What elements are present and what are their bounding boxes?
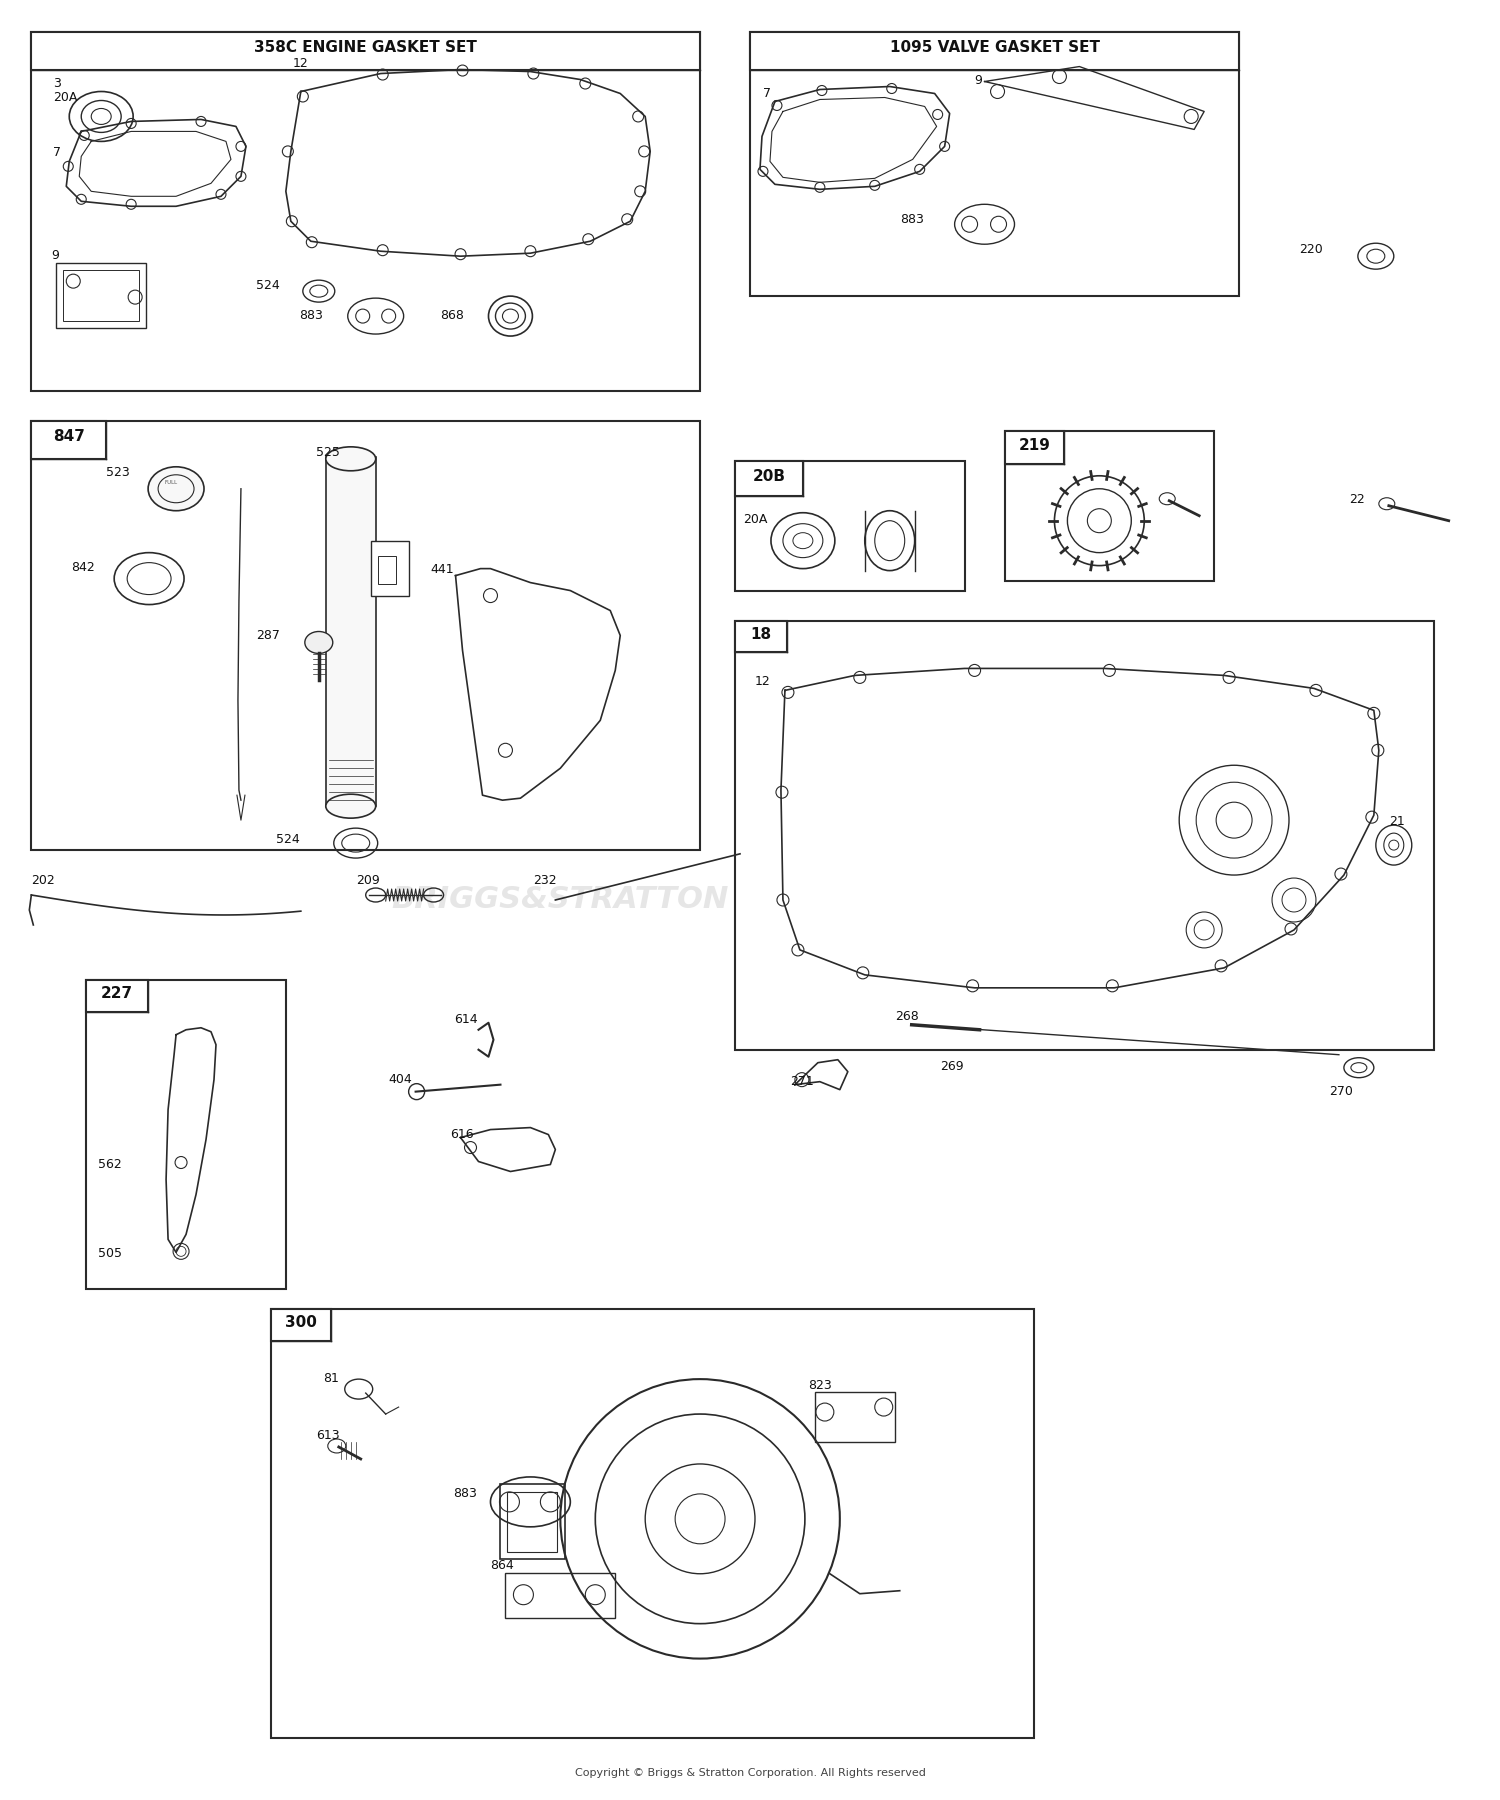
Bar bbox=[159, 477, 194, 495]
Ellipse shape bbox=[326, 446, 375, 472]
Text: 505: 505 bbox=[98, 1247, 122, 1260]
Text: 12: 12 bbox=[292, 56, 309, 70]
Text: 20A: 20A bbox=[742, 513, 768, 526]
Ellipse shape bbox=[148, 466, 204, 511]
Text: 614: 614 bbox=[454, 1013, 478, 1026]
Text: 3: 3 bbox=[54, 77, 62, 90]
Bar bbox=[815, 1391, 894, 1442]
Text: 209: 209 bbox=[356, 875, 380, 887]
Text: 300: 300 bbox=[285, 1316, 316, 1330]
Bar bbox=[507, 1492, 558, 1552]
Bar bbox=[86, 979, 286, 1289]
Text: 404: 404 bbox=[388, 1073, 412, 1085]
Text: 21: 21 bbox=[1389, 815, 1404, 828]
Bar bbox=[506, 1573, 615, 1618]
Text: 524: 524 bbox=[256, 279, 279, 292]
Bar bbox=[86, 979, 148, 1012]
Text: 524: 524 bbox=[276, 833, 300, 846]
Text: 613: 613 bbox=[316, 1429, 339, 1442]
Bar bbox=[378, 556, 396, 583]
Bar bbox=[57, 263, 146, 328]
Bar bbox=[32, 421, 700, 850]
Text: 12: 12 bbox=[754, 675, 771, 688]
Text: 271: 271 bbox=[790, 1075, 813, 1087]
Text: 883: 883 bbox=[453, 1487, 477, 1499]
Text: 202: 202 bbox=[32, 875, 56, 887]
Text: 232: 232 bbox=[534, 875, 556, 887]
Text: 523: 523 bbox=[106, 466, 130, 479]
Text: 220: 220 bbox=[1299, 243, 1323, 256]
Bar bbox=[735, 461, 964, 590]
Bar bbox=[735, 621, 1434, 1049]
Bar bbox=[750, 32, 1239, 297]
Bar bbox=[63, 270, 140, 320]
Text: 7: 7 bbox=[54, 146, 62, 160]
Text: 847: 847 bbox=[54, 428, 86, 445]
Ellipse shape bbox=[304, 632, 333, 653]
Text: BRIGGS&STRATTON: BRIGGS&STRATTON bbox=[392, 886, 729, 914]
Bar bbox=[1005, 430, 1214, 581]
Bar bbox=[370, 540, 408, 596]
Text: 868: 868 bbox=[441, 310, 465, 322]
Text: 358C ENGINE GASKET SET: 358C ENGINE GASKET SET bbox=[255, 40, 477, 54]
Text: 842: 842 bbox=[72, 560, 94, 574]
Text: 81: 81 bbox=[322, 1372, 339, 1386]
Bar bbox=[32, 32, 700, 70]
Text: 883: 883 bbox=[298, 310, 322, 322]
Bar bbox=[735, 461, 802, 495]
Text: 268: 268 bbox=[894, 1010, 918, 1022]
Text: 823: 823 bbox=[808, 1379, 831, 1391]
Bar bbox=[1005, 430, 1065, 464]
Bar bbox=[32, 421, 106, 459]
Text: 1095 VALVE GASKET SET: 1095 VALVE GASKET SET bbox=[890, 40, 1100, 54]
Text: 20B: 20B bbox=[753, 468, 786, 484]
Text: 269: 269 bbox=[939, 1060, 963, 1073]
Bar bbox=[735, 621, 788, 652]
Bar bbox=[32, 32, 700, 391]
Text: 7: 7 bbox=[764, 86, 771, 99]
Text: 9: 9 bbox=[975, 74, 982, 86]
Bar bbox=[326, 457, 375, 806]
Text: 883: 883 bbox=[900, 212, 924, 227]
Text: 9: 9 bbox=[51, 248, 58, 263]
Text: 562: 562 bbox=[98, 1157, 122, 1170]
Bar bbox=[272, 1309, 332, 1341]
Text: 616: 616 bbox=[450, 1127, 474, 1141]
Text: 219: 219 bbox=[1019, 437, 1050, 454]
Text: 864: 864 bbox=[490, 1559, 514, 1571]
Text: 18: 18 bbox=[750, 626, 771, 641]
Text: 525: 525 bbox=[316, 446, 339, 459]
Bar bbox=[750, 32, 1239, 70]
Text: 270: 270 bbox=[1329, 1085, 1353, 1098]
Text: 441: 441 bbox=[430, 563, 454, 576]
Text: FULL: FULL bbox=[164, 481, 177, 484]
Bar bbox=[501, 1483, 566, 1559]
Text: 287: 287 bbox=[256, 628, 280, 641]
Text: 20A: 20A bbox=[54, 92, 78, 104]
Text: 227: 227 bbox=[100, 986, 134, 1001]
Text: Copyright © Briggs & Stratton Corporation. All Rights reserved: Copyright © Briggs & Stratton Corporatio… bbox=[574, 1768, 926, 1778]
Bar bbox=[272, 1309, 1035, 1739]
Ellipse shape bbox=[326, 794, 375, 819]
Text: 22: 22 bbox=[1348, 493, 1365, 506]
